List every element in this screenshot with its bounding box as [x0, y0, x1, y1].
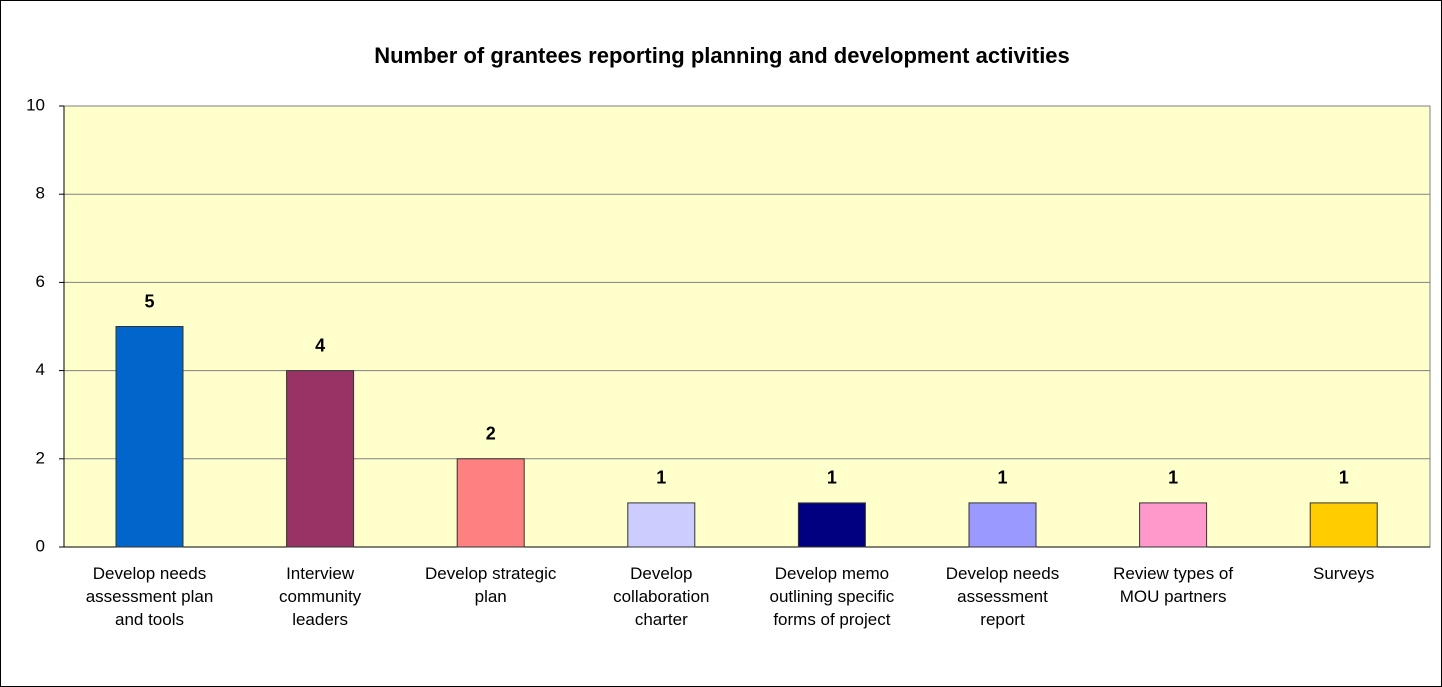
y-tick-label: 8 [36, 184, 45, 203]
bar [456, 458, 525, 548]
y-tick-label: 6 [36, 272, 45, 291]
bar [115, 326, 184, 548]
x-tick-label: Develop needs assessment plan and tools [86, 564, 214, 629]
x-tick-label: Surveys [1313, 564, 1374, 583]
y-tick-label: 4 [36, 360, 45, 379]
value-label: 1 [656, 468, 666, 488]
value-label: 2 [486, 424, 496, 444]
x-tick-label: Develop collaboration charter [613, 564, 709, 629]
y-tick-label: 0 [36, 536, 45, 555]
bar [627, 502, 696, 548]
plot-area [63, 105, 1431, 548]
value-label: 4 [315, 335, 325, 355]
x-tick-label: Develop needs assessment report [946, 564, 1059, 629]
x-tick-label: Review types of MOU partners [1113, 564, 1233, 606]
y-tick-label: 10 [26, 95, 45, 114]
bar [1139, 502, 1208, 548]
value-label: 5 [144, 291, 154, 311]
y-tick-label: 2 [36, 448, 45, 467]
bar [286, 370, 355, 548]
value-label: 1 [1168, 468, 1178, 488]
bar [797, 502, 866, 548]
value-label: 1 [1339, 468, 1349, 488]
bar [1309, 502, 1378, 548]
bar [968, 502, 1037, 548]
value-label: 1 [997, 468, 1007, 488]
x-tick-label: Develop strategic plan [425, 564, 557, 606]
x-tick-label: Interview community leaders [279, 564, 362, 629]
value-label: 1 [827, 468, 837, 488]
x-tick-label: Develop memo outlining specific forms of p… [770, 564, 895, 629]
chart-title: Number of grantees reporting planning an… [374, 43, 1070, 68]
